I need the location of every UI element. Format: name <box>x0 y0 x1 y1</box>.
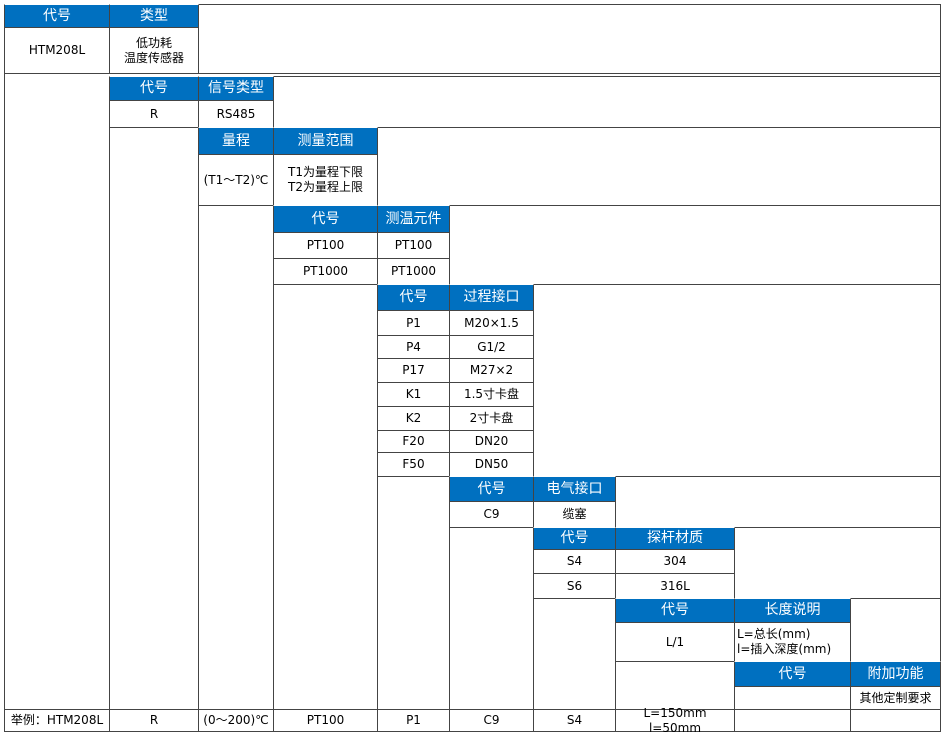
data-cell: HTM208L <box>4 27 110 74</box>
header-cell: 代号 <box>4 4 110 28</box>
data-cell: M27×2 <box>449 358 534 383</box>
data-cell: K1 <box>377 382 450 407</box>
data-cell: PT100 <box>273 232 378 259</box>
header-cell: 代号 <box>734 661 851 687</box>
header-cell: 代号 <box>377 284 450 311</box>
data-cell: F20 <box>377 430 450 453</box>
example-cell: S4 <box>533 709 616 732</box>
data-cell: C9 <box>449 501 534 528</box>
header-cell: 代号 <box>109 76 199 101</box>
header-cell: 长度说明 <box>734 598 851 623</box>
data-cell: PT1000 <box>377 258 450 285</box>
data-cell: S4 <box>533 549 616 574</box>
data-cell: 低功耗 温度传感器 <box>109 27 199 74</box>
example-cell: R <box>109 709 199 732</box>
data-cell: K2 <box>377 406 450 431</box>
example-cell: PT100 <box>273 709 378 732</box>
example-cell: C9 <box>449 709 534 732</box>
header-cell: 信号类型 <box>198 76 274 101</box>
header-cell: 附加功能 <box>850 661 941 687</box>
data-cell: P17 <box>377 358 450 383</box>
example-cell: P1 <box>377 709 450 732</box>
data-cell: PT1000 <box>273 258 378 285</box>
header-cell: 测温元件 <box>377 205 450 233</box>
data-cell: P1 <box>377 310 450 336</box>
example-blank <box>734 709 851 732</box>
data-cell: P4 <box>377 335 450 359</box>
example-cell: 举例：HTM208L <box>4 709 110 732</box>
data-cell: 304 <box>615 549 735 574</box>
data-cell: 1.5寸卡盘 <box>449 382 534 407</box>
data-cell: DN20 <box>449 430 534 453</box>
data-cell: 2寸卡盘 <box>449 406 534 431</box>
data-cell: PT100 <box>377 232 450 259</box>
data-cell: 其他定制要求 <box>850 686 941 710</box>
data-cell: L/1 <box>615 622 735 662</box>
header-cell: 过程接口 <box>449 284 534 311</box>
data-cell: (T1～T2)℃ <box>198 154 274 206</box>
header-cell: 探杆材质 <box>615 527 735 550</box>
header-cell: 代号 <box>533 527 616 550</box>
header-cell: 量程 <box>198 127 274 155</box>
data-cell: 316L <box>615 573 735 599</box>
data-cell: DN50 <box>449 452 534 477</box>
data-cell: T1为量程下限 T2为量程上限 <box>273 154 378 206</box>
header-cell: 电气接口 <box>533 476 616 502</box>
data-cell: R <box>109 100 199 128</box>
data-cell: M20×1.5 <box>449 310 534 336</box>
data-cell <box>734 686 851 710</box>
header-cell: 代号 <box>273 205 378 233</box>
example-blank <box>850 709 941 732</box>
data-cell: S6 <box>533 573 616 599</box>
data-cell: L=总长(mm) l=插入深度(mm) <box>734 622 851 662</box>
header-cell: 类型 <box>109 4 199 28</box>
header-cell: 代号 <box>449 476 534 502</box>
data-cell: G1/2 <box>449 335 534 359</box>
header-cell: 测量范围 <box>273 127 378 155</box>
example-cell: L=150mm l=50mm <box>615 706 735 735</box>
data-cell: RS485 <box>198 100 274 128</box>
header-cell: 代号 <box>615 598 735 623</box>
data-cell: 缆塞 <box>533 501 616 528</box>
data-cell: F50 <box>377 452 450 477</box>
example-cell: (0～200)℃ <box>198 709 274 732</box>
